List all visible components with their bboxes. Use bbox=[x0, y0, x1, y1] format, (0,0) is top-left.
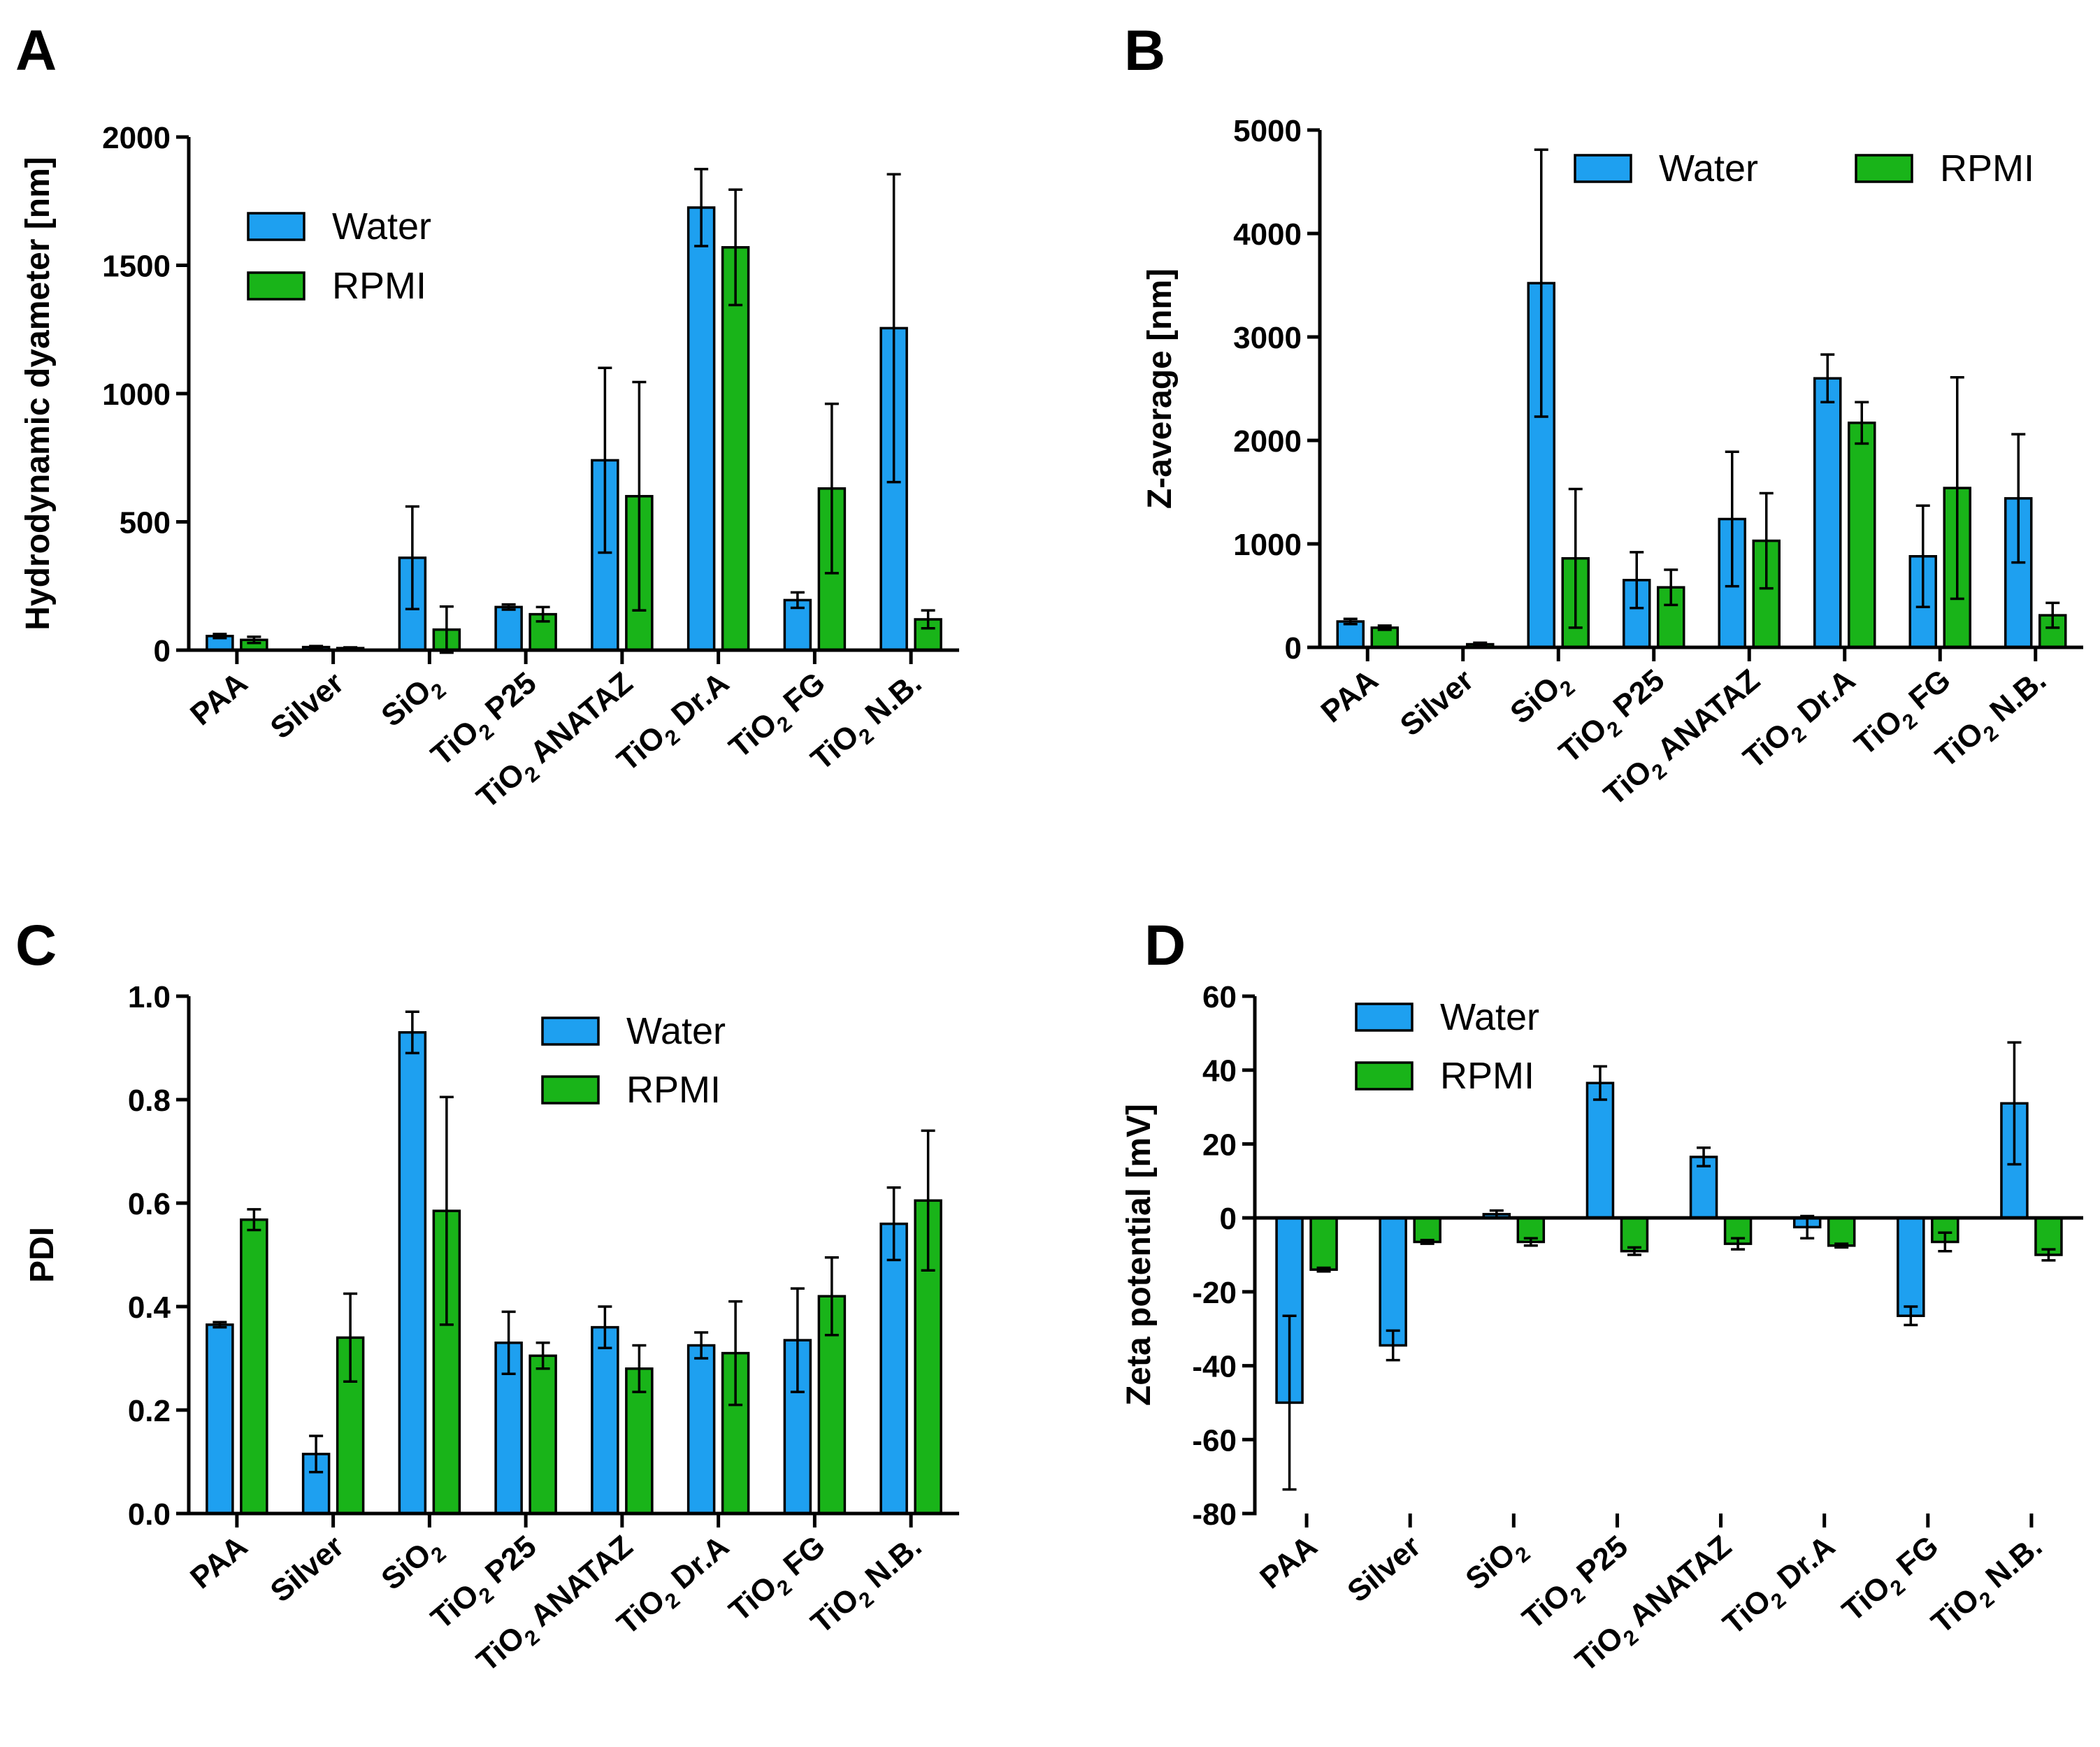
panel-letter: A bbox=[15, 19, 57, 82]
category-label: Silver bbox=[264, 666, 350, 746]
y-tick-label: 3000 bbox=[1233, 321, 1302, 355]
legend-swatch bbox=[1855, 154, 1913, 183]
y-tick-label: 4000 bbox=[1233, 217, 1302, 252]
category-label: SiO2 bbox=[375, 666, 450, 738]
panel-d: D Zeta potential [mV] -80 -60 -40 -20 0 20 40 60 P… bbox=[1121, 914, 2083, 1678]
category-label: SiO2 bbox=[1504, 663, 1579, 735]
y-tick-label: 40 bbox=[1202, 1054, 1237, 1088]
y-tick-label: 1000 bbox=[102, 378, 171, 412]
category-label: PAA bbox=[184, 666, 254, 732]
category-label: Silver bbox=[264, 1529, 350, 1609]
rpmi-bar bbox=[1827, 1216, 1856, 1247]
panel-letter: B bbox=[1124, 19, 1165, 82]
y-tick-label: 0.0 bbox=[128, 1497, 171, 1532]
y-tick-label: 500 bbox=[120, 506, 171, 540]
y-tick-label: 0 bbox=[1285, 631, 1302, 666]
category-label: TiO2 P25 bbox=[1516, 1529, 1639, 1641]
legend-label: RPMI bbox=[1940, 148, 2034, 189]
y-axis-label: Zeta potential [mV] bbox=[1121, 1104, 1158, 1406]
y-tick-label: 0.4 bbox=[128, 1291, 171, 1325]
rpmi-bar bbox=[1848, 422, 1876, 649]
y-axis-label: PDI bbox=[24, 1227, 61, 1283]
category-label: Silver bbox=[1394, 663, 1480, 743]
rpmi-bar bbox=[1620, 1216, 1649, 1253]
water-bar bbox=[1336, 620, 1365, 649]
rpmi-bar bbox=[528, 1354, 557, 1515]
legend-swatch bbox=[1574, 154, 1632, 183]
legend-swatch bbox=[541, 1075, 600, 1105]
legend-label: RPMI bbox=[332, 265, 426, 307]
category-label: PAA bbox=[1315, 663, 1385, 729]
rpmi-bar bbox=[1309, 1216, 1338, 1271]
water-bar bbox=[1813, 377, 1842, 649]
rpmi-bar bbox=[1413, 1216, 1441, 1244]
water-bar bbox=[686, 206, 716, 652]
y-tick-label: 2000 bbox=[1233, 424, 1302, 459]
legend-label: Water bbox=[1659, 148, 1758, 189]
category-label: PAA bbox=[1253, 1529, 1323, 1595]
water-bar bbox=[686, 1344, 716, 1515]
category-label: TiO2 N.B. bbox=[1925, 1529, 2052, 1645]
legend-swatch bbox=[247, 271, 305, 301]
legend-swatch bbox=[1355, 1002, 1414, 1032]
y-tick-label: 0.2 bbox=[128, 1394, 171, 1428]
y-tick-label: 0.8 bbox=[128, 1084, 171, 1118]
category-label: PAA bbox=[184, 1529, 254, 1595]
water-bar bbox=[494, 605, 523, 652]
y-tick-label: 20 bbox=[1202, 1128, 1237, 1162]
category-label: TiO2 Dr.A bbox=[1717, 1529, 1846, 1646]
y-tick-label: 0 bbox=[154, 634, 171, 668]
water-bar bbox=[1897, 1216, 1925, 1317]
panel-letter: C bbox=[15, 914, 57, 977]
legend-label: RPMI bbox=[1440, 1055, 1534, 1097]
legend-label: Water bbox=[1440, 996, 1539, 1038]
water-bar bbox=[1379, 1216, 1407, 1347]
legend-swatch bbox=[247, 212, 305, 241]
category-label: SiO2 bbox=[375, 1529, 450, 1602]
y-tick-label: 1500 bbox=[102, 250, 171, 284]
category-label: SiO2 bbox=[1459, 1529, 1534, 1602]
legend-label: RPMI bbox=[626, 1069, 721, 1111]
water-bar bbox=[879, 1222, 908, 1515]
y-tick-label: 0 bbox=[1220, 1202, 1237, 1236]
water-bar bbox=[591, 1325, 619, 1515]
legend-swatch bbox=[541, 1016, 600, 1046]
panel-a: A Hydrodynamic dyameter [nm] 0 500 1000 1500 2… bbox=[15, 19, 959, 815]
rpmi-bar bbox=[721, 246, 750, 652]
y-tick-label: -80 bbox=[1192, 1497, 1237, 1532]
legend-swatch bbox=[1355, 1061, 1414, 1091]
legend-label: Water bbox=[332, 206, 431, 247]
y-tick-label: 2000 bbox=[102, 121, 171, 155]
water-bar bbox=[1585, 1081, 1615, 1219]
y-tick-label: 5000 bbox=[1233, 114, 1302, 148]
y-tick-label: 1.0 bbox=[128, 980, 171, 1014]
y-tick-label: -40 bbox=[1192, 1350, 1237, 1384]
y-tick-label: 60 bbox=[1202, 980, 1237, 1014]
category-label: Silver bbox=[1341, 1529, 1427, 1609]
y-tick-label: 1000 bbox=[1233, 528, 1302, 562]
rpmi-bar bbox=[240, 1218, 268, 1515]
y-axis-label: Z-average [nm] bbox=[1142, 268, 1179, 509]
y-axis-label: Hydrodynamic dyameter [nm] bbox=[20, 157, 57, 631]
y-tick-label: 0.6 bbox=[128, 1187, 171, 1221]
legend-label: Water bbox=[626, 1010, 726, 1052]
y-tick-label: -60 bbox=[1192, 1423, 1237, 1458]
water-bar bbox=[398, 1031, 427, 1515]
y-tick-label: -20 bbox=[1192, 1276, 1237, 1310]
panel-letter: D bbox=[1144, 914, 1186, 977]
water-bar bbox=[206, 1323, 234, 1515]
